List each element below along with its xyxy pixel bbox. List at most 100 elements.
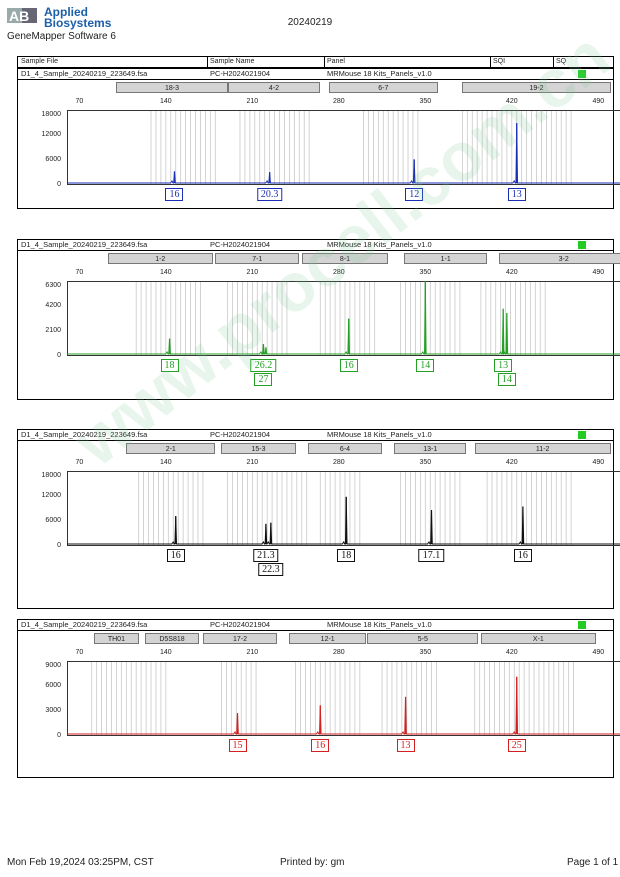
y-tick-label: 0 (57, 732, 61, 739)
allele-label[interactable]: 16 (165, 188, 184, 201)
sample-name: PC-H2024021904 (210, 430, 271, 439)
locus-6-4[interactable]: 6-4 (307, 443, 383, 454)
locus-7-1[interactable]: 7-1 (215, 253, 300, 264)
allele-label[interactable]: 18 (160, 359, 179, 372)
panel-3: D1_4_Sample_20240219_223649.fsa PC-H20240… (17, 429, 620, 609)
sample-name: PC-H2024021904 (210, 620, 271, 629)
sample-info-row: D1_4_Sample_20240219_223649.fsa PC-H20240… (18, 430, 613, 441)
signal-trace-red (67, 676, 620, 735)
allele-label[interactable]: 13 (396, 739, 415, 752)
y-tick-label: 12000 (41, 492, 61, 499)
printed-by: Printed by: gm (280, 857, 345, 868)
y-tick-label: 0 (57, 542, 61, 549)
panel-name: MRMouse 18 Kits_Panels_v1.0 (327, 430, 432, 439)
plot-frame (67, 110, 620, 185)
allele-label[interactable]: 21.3 (253, 549, 279, 562)
allele-label[interactable]: 16 (166, 549, 185, 562)
sample-name: PC-H2024021904 (210, 69, 271, 78)
locus-12-1[interactable]: 12-1 (289, 633, 366, 644)
col-panel: Panel (327, 58, 345, 65)
sample-file: D1_4_Sample_20240219_223649.fsa (21, 240, 148, 249)
allele-label[interactable]: 25 (507, 739, 526, 752)
brand-name: Applied Biosystems (44, 5, 112, 30)
y-tick-label: 0 (57, 352, 61, 359)
sample-info-row: D1_4_Sample_20240219_223649.fsa PC-H20240… (18, 620, 613, 631)
plot-frame (67, 471, 620, 546)
allele-label[interactable]: 20.3 (256, 188, 283, 201)
allele-label[interactable]: 13 (494, 359, 513, 372)
electropherogram-plot (67, 471, 620, 546)
sample-file: D1_4_Sample_20240219_223649.fsa (21, 620, 148, 629)
plot-frame (67, 281, 620, 356)
locus-X-1[interactable]: X-1 (480, 633, 596, 644)
x-tick-label: 140 (160, 98, 172, 105)
col-sample-file: Sample File (21, 58, 58, 65)
locus-4-2[interactable]: 4-2 (227, 82, 321, 93)
x-tick-label: 210 (246, 459, 259, 466)
locus-1-1[interactable]: 1-1 (404, 253, 488, 264)
x-tick-label: 70 (75, 649, 84, 656)
ab-logo-icon: AB (7, 8, 37, 24)
page-number: Page 1 of 1 (567, 857, 619, 868)
electropherogram-plot (67, 661, 620, 736)
allele-label[interactable]: 22.3 (258, 563, 284, 576)
sample-file: D1_4_Sample_20240219_223649.fsa (21, 69, 148, 78)
allele-label[interactable]: 16 (311, 739, 330, 752)
y-tick-label: 4200 (45, 302, 61, 309)
col-sqi: SQI (493, 58, 506, 65)
applied-biosystems-logo: AB Applied Biosystems (7, 6, 117, 42)
y-tick-label: 6300 (45, 282, 61, 289)
y-tick-label: 6000 (45, 517, 61, 524)
sample-file: D1_4_Sample_20240219_223649.fsa (21, 430, 148, 439)
electropherogram-plot (67, 110, 620, 185)
locus-1-2[interactable]: 1-2 (107, 253, 213, 264)
x-tick-label: 140 (160, 459, 172, 466)
locus-15-3[interactable]: 15-3 (221, 443, 296, 454)
allele-label[interactable]: 14 (416, 359, 435, 372)
signal-trace-black (67, 496, 620, 545)
allele-label[interactable]: 16 (513, 549, 532, 562)
panel-name: MRMouse 18 Kits_Panels_v1.0 (327, 620, 432, 629)
allele-label[interactable]: 17.1 (418, 549, 445, 562)
locus-11-2[interactable]: 11-2 (474, 443, 611, 454)
locus-6-7[interactable]: 6-7 (328, 82, 438, 93)
signal-trace-blue (67, 123, 620, 184)
locus-D5S818[interactable]: D5S818 (144, 633, 200, 644)
x-tick-label: 140 (160, 649, 172, 656)
locus-3-2[interactable]: 3-2 (499, 253, 620, 264)
x-tick-label: 420 (505, 269, 518, 276)
sample-info-row: D1_4_Sample_20240219_223649.fsa PC-H20240… (18, 240, 613, 251)
x-tick-label: 70 (75, 98, 84, 105)
locus-5-5[interactable]: 5-5 (367, 633, 479, 644)
locus-2-1[interactable]: 2-1 (126, 443, 216, 454)
allele-label[interactable]: 27 (254, 373, 273, 386)
allele-label[interactable]: 26.2 (250, 359, 277, 372)
sample-info-row: D1_4_Sample_20240219_223649.fsa PC-H20240… (18, 69, 613, 80)
allele-label[interactable]: 18 (337, 549, 356, 562)
print-date: Mon Feb 19,2024 03:25PM, CST (7, 857, 154, 868)
allele-label[interactable]: 15 (228, 739, 247, 752)
locus-18-3[interactable]: 18-3 (116, 82, 228, 93)
x-tick-label: 280 (332, 269, 345, 276)
x-tick-label: 70 (75, 459, 84, 466)
allele-label[interactable]: 12 (405, 188, 424, 201)
y-tick-label: 18000 (41, 111, 61, 118)
x-tick-label: 210 (246, 98, 259, 105)
y-tick-label: 9000 (45, 662, 61, 669)
allele-label[interactable]: 16 (339, 359, 358, 372)
allele-label[interactable]: 14 (497, 373, 516, 386)
locus-TH01[interactable]: TH01 (94, 633, 139, 644)
locus-13-1[interactable]: 13-1 (394, 443, 467, 454)
locus-8-1[interactable]: 8-1 (301, 253, 389, 264)
sq-quality-indicator (578, 431, 586, 439)
x-tick-label: 350 (419, 649, 432, 656)
col-sample-name: Sample Name (210, 58, 255, 65)
x-tick-label: 280 (332, 459, 345, 466)
y-tick-label: 6000 (45, 682, 61, 689)
x-tick-label: 70 (75, 269, 84, 276)
panel-name: MRMouse 18 Kits_Panels_v1.0 (327, 240, 432, 249)
report-title: 20240219 (287, 17, 333, 28)
locus-19-2[interactable]: 19-2 (462, 82, 611, 93)
allele-label[interactable]: 13 (507, 188, 526, 201)
locus-17-2[interactable]: 17-2 (202, 633, 278, 644)
